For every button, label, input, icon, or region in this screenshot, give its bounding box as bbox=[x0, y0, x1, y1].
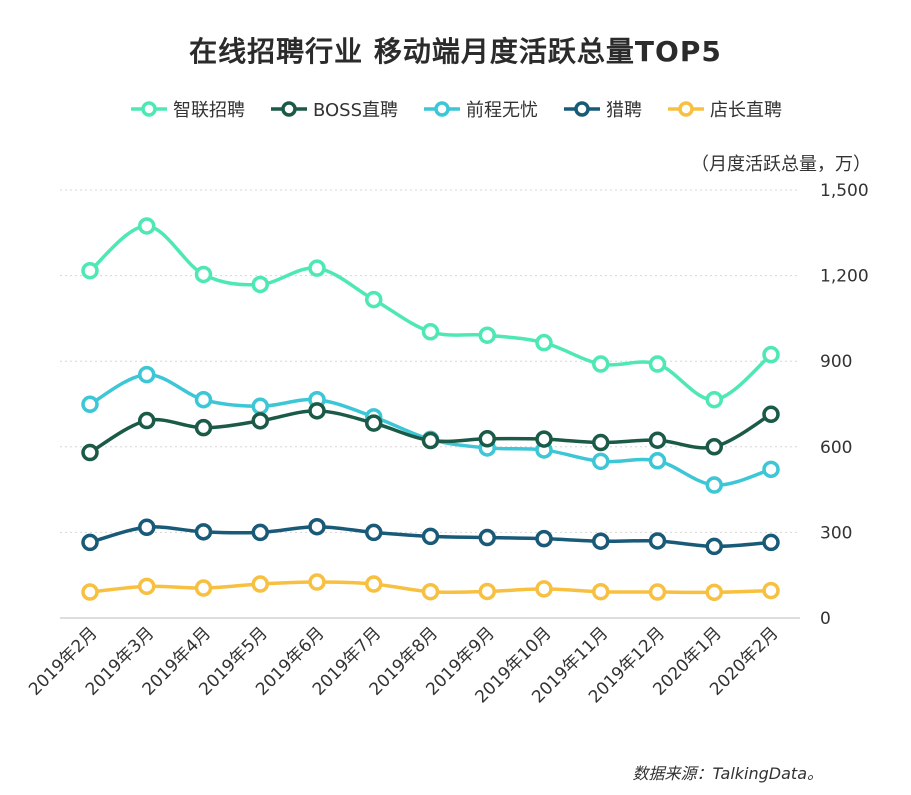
data-point bbox=[138, 518, 156, 537]
data-point bbox=[421, 527, 440, 546]
y-tick-label: 300 bbox=[820, 523, 852, 543]
data-point bbox=[251, 275, 269, 294]
legend-label: 店长直聘 bbox=[710, 100, 783, 121]
data-point bbox=[762, 581, 780, 600]
data-point bbox=[421, 431, 440, 450]
series-line bbox=[88, 224, 773, 402]
y-tick-label: 1,500 bbox=[820, 181, 869, 201]
data-point bbox=[478, 582, 496, 601]
data-point bbox=[194, 418, 213, 437]
data-point bbox=[308, 402, 326, 420]
data-point bbox=[421, 582, 440, 601]
data-point bbox=[421, 323, 440, 341]
legend-label: BOSS直聘 bbox=[312, 100, 399, 121]
data-point bbox=[648, 355, 667, 373]
data-point bbox=[251, 412, 269, 430]
data-point bbox=[81, 261, 99, 280]
data-point bbox=[251, 575, 269, 593]
series-line bbox=[89, 372, 772, 487]
data-point bbox=[365, 575, 383, 593]
source-note: 数据来源：TalkingData。 bbox=[632, 764, 823, 783]
legend-swatch-icon bbox=[130, 101, 167, 117]
data-point bbox=[81, 395, 99, 414]
data-point bbox=[365, 290, 383, 309]
data-point bbox=[705, 438, 723, 456]
legend-swatch-icon bbox=[424, 101, 461, 117]
data-point bbox=[308, 517, 326, 536]
data-point bbox=[365, 523, 383, 542]
data-point bbox=[648, 431, 667, 449]
legend-item: 店长直聘 bbox=[666, 96, 782, 122]
legend-label: 前程无忧 bbox=[466, 100, 539, 121]
data-point bbox=[138, 577, 156, 596]
data-point bbox=[592, 433, 610, 452]
y-tick-label: 600 bbox=[820, 438, 852, 458]
data-point bbox=[535, 529, 553, 548]
data-point bbox=[308, 259, 326, 277]
legend-item: 猎聘 bbox=[562, 96, 642, 122]
data-point bbox=[251, 397, 269, 416]
data-point bbox=[762, 533, 780, 552]
data-point bbox=[251, 523, 269, 542]
data-point bbox=[478, 430, 496, 448]
data-point bbox=[138, 217, 156, 235]
data-point bbox=[762, 460, 780, 479]
data-point bbox=[138, 411, 156, 430]
data-point bbox=[762, 345, 780, 364]
y-tick-label: 1,200 bbox=[820, 267, 869, 287]
data-point bbox=[365, 414, 383, 432]
data-point bbox=[535, 580, 553, 598]
data-point bbox=[705, 583, 723, 602]
data-point bbox=[194, 523, 213, 541]
data-point bbox=[705, 390, 723, 409]
legend-item: BOSS直聘 bbox=[269, 96, 398, 122]
data-point bbox=[592, 355, 610, 373]
data-point bbox=[535, 430, 553, 448]
data-point bbox=[81, 533, 99, 552]
data-point bbox=[762, 405, 780, 424]
data-point bbox=[705, 476, 723, 494]
legend: 智联招聘 BOSS直聘 前程无忧 猎聘 店长直聘 bbox=[0, 96, 911, 122]
chart-title: 在线招聘行业 移动端月度活跃总量TOP5 bbox=[189, 35, 722, 68]
legend-item: 前程无忧 bbox=[422, 96, 538, 122]
data-point bbox=[194, 579, 213, 597]
data-point bbox=[138, 365, 156, 384]
data-point bbox=[478, 528, 496, 547]
data-point bbox=[592, 532, 610, 550]
legend-item: 智联招聘 bbox=[129, 96, 245, 122]
data-point bbox=[81, 443, 99, 462]
data-point bbox=[648, 452, 667, 470]
data-point bbox=[592, 452, 610, 471]
y-tick-label: 0 bbox=[820, 609, 831, 629]
y-axis-unit-label: （月度活跃总量，万） bbox=[691, 154, 871, 175]
data-point bbox=[81, 583, 99, 601]
data-point bbox=[705, 537, 723, 556]
legend-label: 智联招聘 bbox=[172, 100, 245, 121]
data-point bbox=[648, 583, 667, 601]
data-point bbox=[194, 265, 213, 284]
data-point bbox=[194, 390, 213, 409]
legend-swatch-icon bbox=[668, 101, 705, 117]
legend-swatch-icon bbox=[564, 101, 601, 117]
data-point bbox=[648, 532, 667, 550]
y-tick-label: 900 bbox=[820, 352, 852, 372]
data-point bbox=[478, 326, 496, 344]
data-point bbox=[535, 333, 553, 352]
data-point bbox=[308, 573, 326, 591]
legend-label: 猎聘 bbox=[606, 100, 643, 121]
data-point bbox=[592, 582, 610, 601]
legend-swatch-icon bbox=[270, 101, 307, 117]
